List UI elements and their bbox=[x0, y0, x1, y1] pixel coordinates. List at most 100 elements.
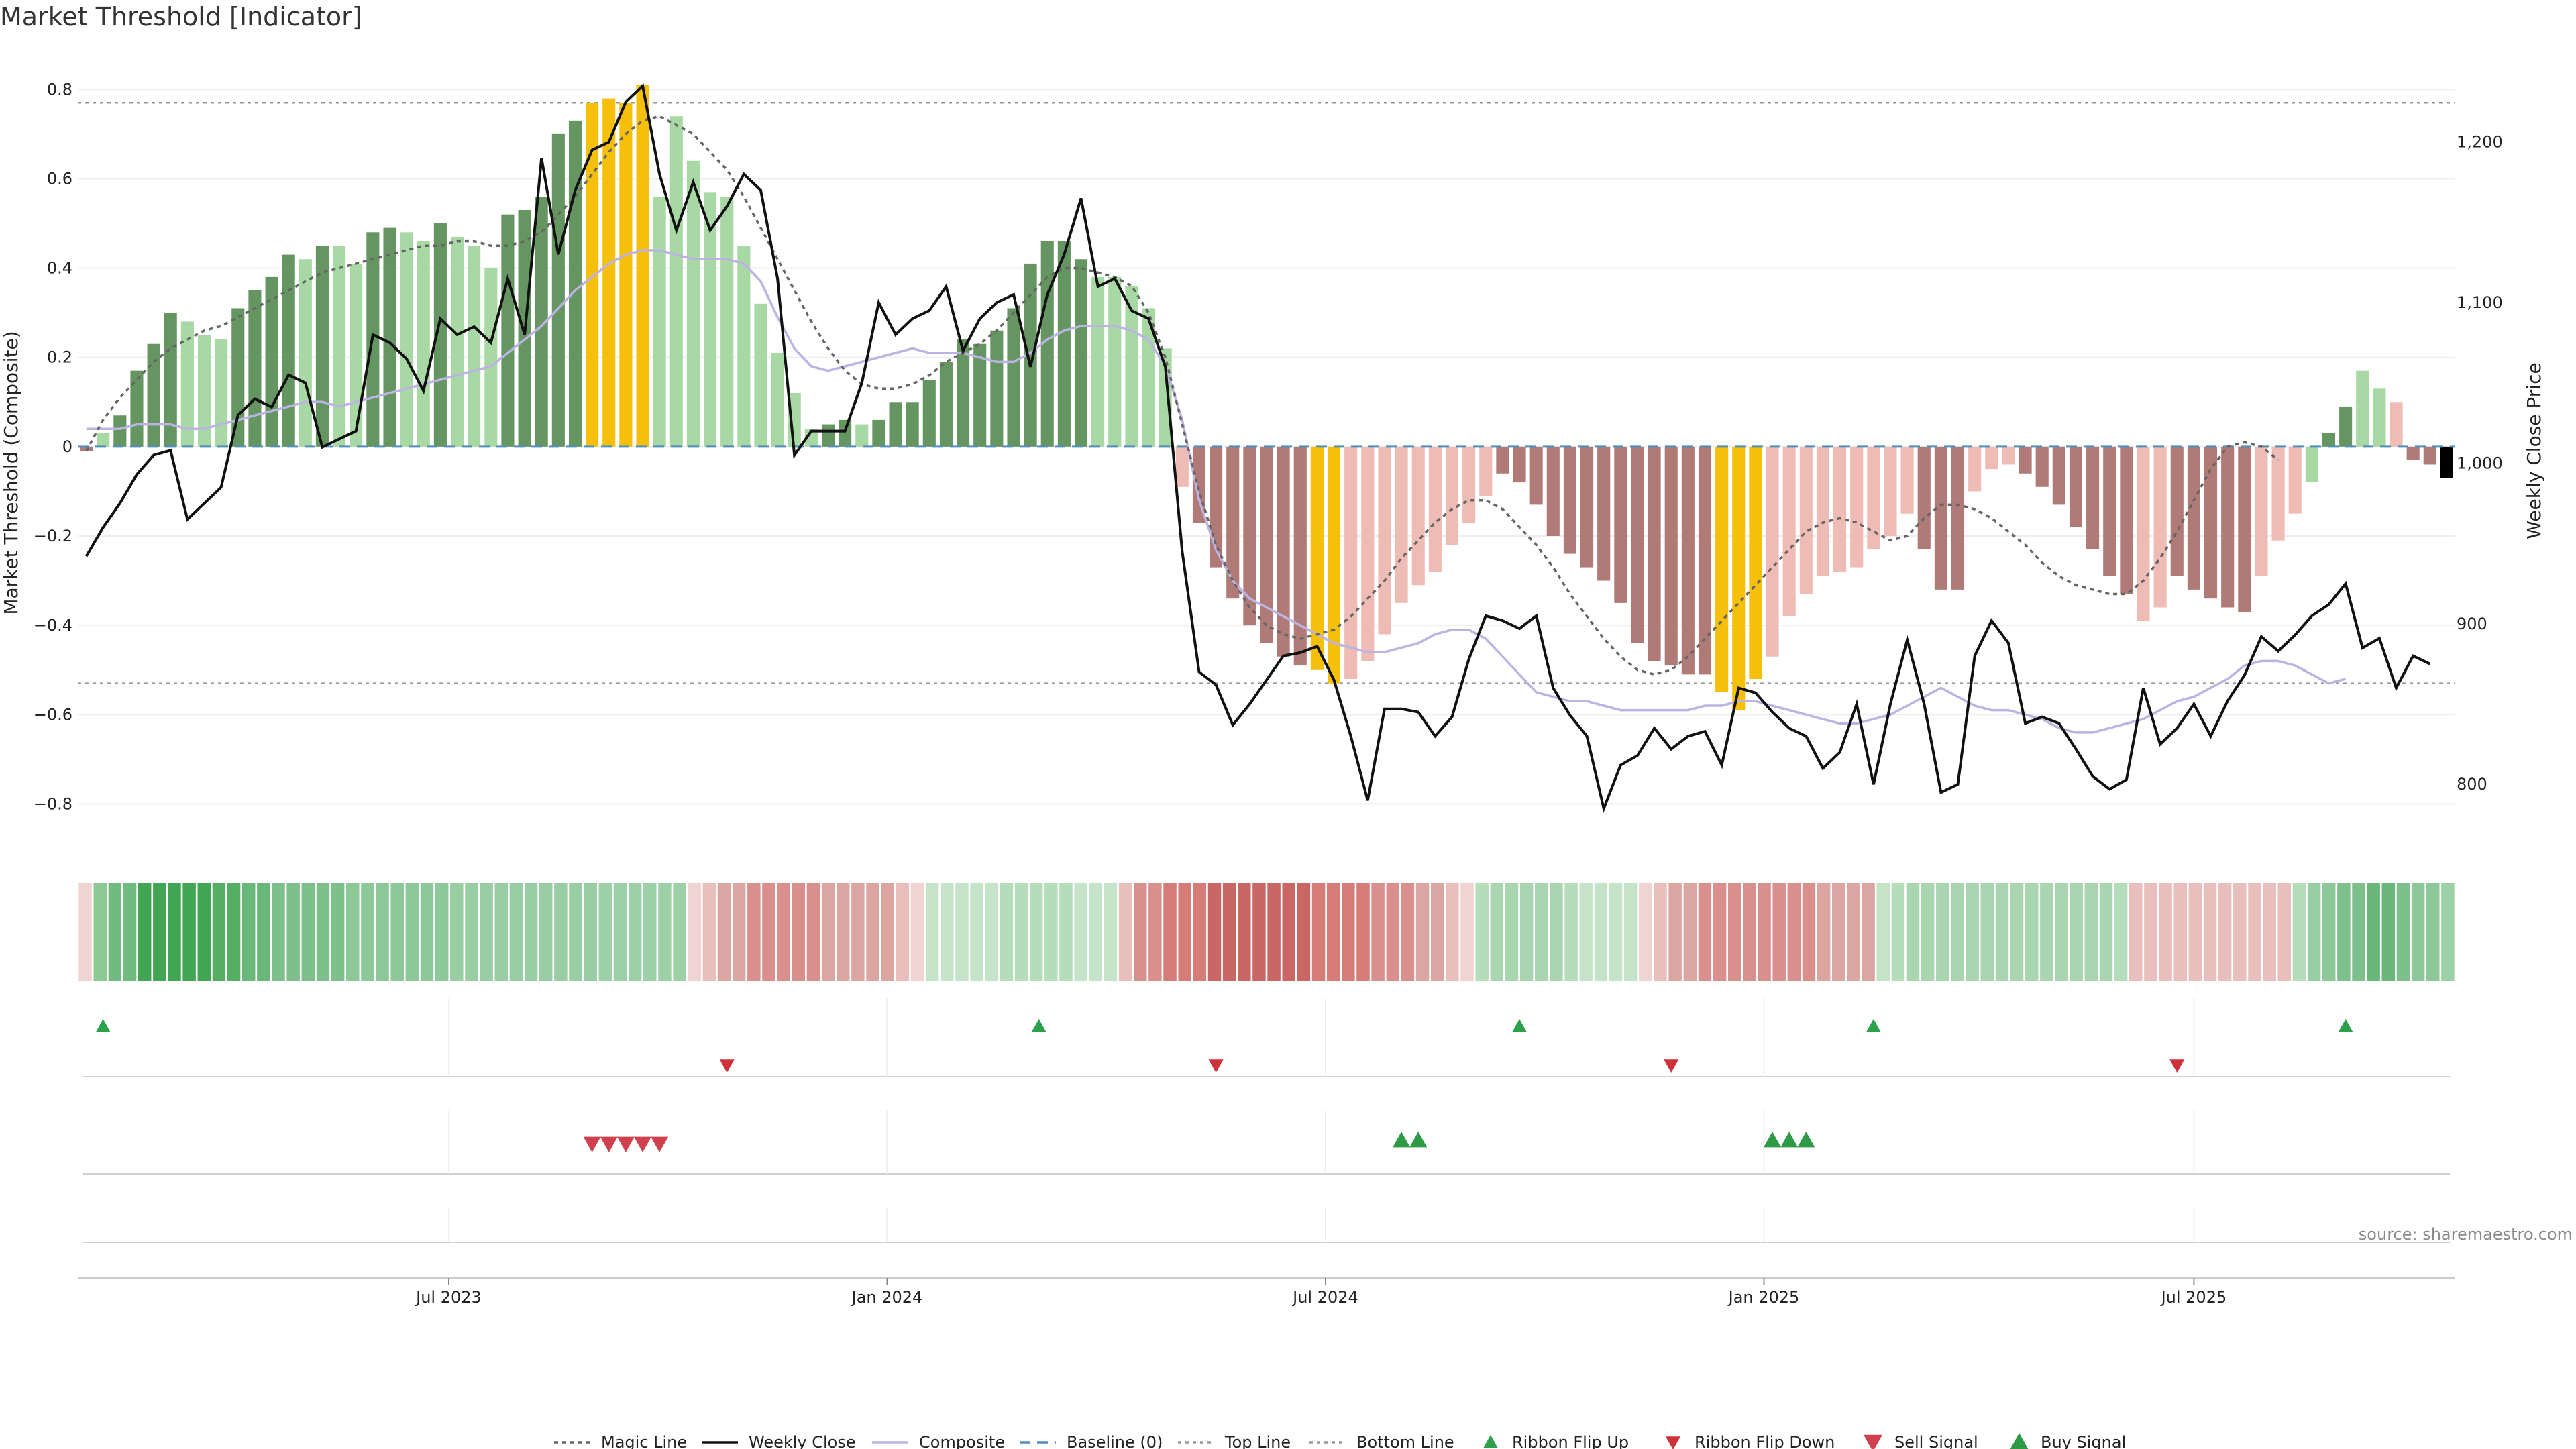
composite-bar bbox=[1833, 446, 1847, 572]
ribbon-cell bbox=[985, 883, 998, 981]
ribbon-cell bbox=[2337, 883, 2351, 981]
ribbon-cell bbox=[1683, 883, 1697, 981]
ribbon-cell bbox=[1238, 883, 1251, 981]
ribbon-cell bbox=[910, 883, 924, 981]
ribbon-cell bbox=[1415, 883, 1430, 981]
y-axis-right: 1,200 1,100 1,000 900 800 bbox=[2457, 133, 2503, 794]
legend-label: Baseline (0) bbox=[1067, 1433, 1163, 1449]
composite-bar bbox=[1293, 446, 1307, 666]
composite-bar bbox=[771, 353, 784, 447]
ribbon-cell bbox=[1342, 883, 1355, 981]
composite-bar bbox=[1563, 446, 1576, 554]
ribbon-cell bbox=[1772, 883, 1786, 981]
ribbon-cell bbox=[1446, 883, 1459, 981]
ribbon-cell bbox=[376, 883, 389, 981]
composite-bar bbox=[1546, 446, 1560, 536]
composite-bar bbox=[333, 246, 346, 447]
ribbon-cell bbox=[1891, 883, 1905, 981]
ribbon-cell bbox=[1000, 883, 1014, 981]
composite-bar bbox=[653, 197, 666, 447]
composite-bar bbox=[1226, 446, 1240, 599]
ribbon-cell bbox=[1074, 883, 1087, 981]
ribbon-cell bbox=[2263, 883, 2276, 981]
composite-bar bbox=[2069, 446, 2083, 527]
legend-label: Top Line bbox=[1224, 1433, 1291, 1449]
composite-bar bbox=[2035, 446, 2049, 487]
ribbon-cell bbox=[316, 883, 330, 981]
ribbon-cell bbox=[643, 883, 657, 981]
composite-bar bbox=[383, 227, 396, 447]
composite-bar bbox=[1091, 276, 1105, 447]
ribbon-cell bbox=[1430, 883, 1444, 981]
legend-swatch bbox=[1483, 1435, 1498, 1448]
ribbon-cell bbox=[212, 883, 226, 981]
ribbon-cell bbox=[1044, 883, 1058, 981]
ribbon-cell bbox=[2277, 883, 2292, 981]
composite-bar bbox=[1850, 446, 1864, 568]
ribbon-cell bbox=[2159, 883, 2172, 981]
ribbon-cell bbox=[1579, 883, 1593, 981]
ribbon-cell bbox=[1921, 883, 1935, 981]
composite-bar bbox=[1782, 446, 1796, 616]
composite-bar bbox=[1732, 446, 1746, 710]
buy-signal-marker bbox=[1780, 1132, 1799, 1148]
ribbon-cell bbox=[2411, 883, 2425, 981]
composite-bar bbox=[1513, 446, 1526, 483]
ribbon-flip-down-marker bbox=[719, 1059, 735, 1073]
composite-bar bbox=[2440, 446, 2453, 478]
ribbon-cell bbox=[717, 883, 731, 981]
composite-bar bbox=[315, 246, 329, 447]
ribbon-cell bbox=[2129, 883, 2143, 981]
composite-bar bbox=[248, 290, 262, 447]
ribbon-cell bbox=[465, 883, 478, 981]
ribbon-cell bbox=[2396, 883, 2410, 981]
ribbon-cell bbox=[1148, 883, 1162, 981]
composite-bar bbox=[2170, 446, 2184, 576]
ribbon-cell bbox=[1519, 883, 1534, 981]
composite-bar bbox=[433, 223, 447, 447]
composite-bar bbox=[113, 415, 127, 447]
composite-bar bbox=[889, 402, 902, 447]
legend-swatch bbox=[1666, 1436, 1680, 1449]
composite-bar bbox=[1799, 446, 1813, 594]
ribbon-cell bbox=[1118, 883, 1132, 981]
ribbon-cell bbox=[2441, 883, 2455, 981]
ribbon-cell bbox=[2040, 883, 2053, 981]
composite-bar bbox=[1007, 308, 1020, 447]
composite-bar bbox=[2137, 446, 2150, 621]
ribbon-cell bbox=[1951, 883, 1964, 981]
composite-bar bbox=[906, 402, 919, 447]
ribbon-cell bbox=[420, 883, 434, 981]
ribbon-cell bbox=[524, 883, 538, 981]
ribbon-cell bbox=[182, 883, 196, 981]
composite-bar bbox=[1816, 446, 1829, 576]
y-axis-label: Market Threshold (Composite) bbox=[0, 331, 22, 614]
composite-bar bbox=[1428, 446, 1442, 572]
ribbon-cell bbox=[1059, 883, 1073, 981]
ribbon-cell bbox=[2233, 883, 2247, 981]
composite-bar bbox=[636, 85, 649, 447]
ribbon-cell bbox=[1550, 883, 1563, 981]
legend-label: Sell Signal bbox=[1894, 1433, 1978, 1449]
composite-bar bbox=[282, 254, 295, 447]
legend-label: Ribbon Flip Down bbox=[1695, 1433, 1835, 1449]
sell-signal-marker bbox=[616, 1136, 635, 1152]
ribbon-cell bbox=[435, 883, 449, 981]
composite-bar bbox=[215, 339, 228, 447]
composite-bar bbox=[737, 246, 751, 447]
ribbon-cell bbox=[1133, 883, 1147, 981]
ribbon-cell bbox=[1980, 883, 1994, 981]
ribbon-flip-down-marker bbox=[2169, 1059, 2185, 1073]
composite-bar bbox=[180, 321, 194, 447]
composite-bar bbox=[1951, 446, 1965, 590]
ribbon-cell bbox=[2188, 883, 2202, 981]
ribbon-cell bbox=[390, 883, 404, 981]
legend-label: Weekly Close bbox=[749, 1433, 856, 1449]
ribbon-cell bbox=[2070, 883, 2083, 981]
ribbon-cell bbox=[747, 883, 761, 981]
ribbon-cell bbox=[881, 883, 894, 981]
composite-bar bbox=[704, 192, 717, 447]
composite-bar bbox=[2153, 446, 2167, 608]
composite-bar bbox=[2423, 446, 2436, 465]
ribbon-cell bbox=[1713, 883, 1727, 981]
